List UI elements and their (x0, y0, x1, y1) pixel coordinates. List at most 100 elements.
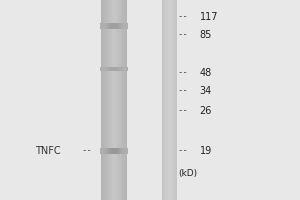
Text: --: -- (178, 86, 188, 96)
Bar (126, 67, 127, 71)
Bar (119, 67, 120, 71)
Bar (123, 148, 124, 154)
Bar (124, 148, 125, 154)
Bar (103, 0, 104, 200)
Bar (101, 0, 102, 200)
Bar (108, 67, 109, 71)
Bar (106, 67, 107, 71)
Bar (107, 0, 108, 200)
Bar (125, 0, 126, 200)
Text: 85: 85 (200, 30, 212, 40)
Bar (102, 23, 103, 29)
Bar (101, 148, 102, 154)
Bar (103, 23, 104, 29)
Bar (114, 148, 115, 154)
Bar (113, 148, 114, 154)
Bar (124, 0, 125, 200)
Bar (104, 0, 105, 200)
Bar (125, 148, 126, 154)
Bar (115, 0, 116, 200)
Bar (110, 148, 111, 154)
Bar (125, 23, 126, 29)
Bar (114, 67, 115, 71)
Bar (118, 67, 119, 71)
Bar (109, 67, 110, 71)
Bar (120, 67, 121, 71)
Bar (108, 148, 109, 154)
Bar (116, 23, 117, 29)
Text: --: -- (178, 146, 188, 156)
Bar (103, 67, 104, 71)
Bar (113, 0, 114, 200)
Bar (123, 23, 124, 29)
Bar (115, 67, 116, 71)
Bar (118, 0, 119, 200)
Text: 26: 26 (200, 106, 212, 116)
Bar (122, 0, 123, 200)
Bar (109, 23, 110, 29)
Bar (127, 148, 128, 154)
Text: --: -- (178, 68, 188, 77)
Text: 117: 117 (200, 12, 218, 22)
Bar (110, 23, 111, 29)
Bar (124, 67, 125, 71)
Bar (120, 148, 121, 154)
Bar (113, 23, 114, 29)
Text: 48: 48 (200, 68, 212, 78)
Bar (124, 23, 125, 29)
Bar (104, 67, 105, 71)
Bar (105, 67, 106, 71)
Bar (100, 148, 101, 154)
Bar (103, 148, 104, 154)
Bar (127, 23, 128, 29)
Bar (101, 23, 102, 29)
Bar (107, 148, 108, 154)
Bar (120, 0, 121, 200)
Bar (106, 0, 107, 200)
Bar (117, 148, 118, 154)
Bar (104, 148, 105, 154)
Text: --: -- (178, 107, 188, 116)
Bar (126, 148, 127, 154)
Bar (115, 148, 116, 154)
Bar (127, 67, 128, 71)
Text: --: -- (82, 146, 92, 156)
Bar (123, 0, 124, 200)
Bar (104, 23, 105, 29)
Bar (116, 148, 117, 154)
Bar (116, 0, 117, 200)
Bar (102, 0, 103, 200)
Bar (111, 67, 112, 71)
Bar (106, 23, 107, 29)
Bar (121, 67, 122, 71)
Text: 34: 34 (200, 86, 212, 96)
Bar (102, 67, 103, 71)
Bar (121, 0, 122, 200)
Text: (kD): (kD) (178, 169, 198, 178)
Bar (122, 67, 123, 71)
Bar (113, 67, 114, 71)
Bar (107, 23, 108, 29)
Bar (102, 148, 103, 154)
Bar (110, 0, 111, 200)
Bar (117, 23, 118, 29)
Bar (111, 0, 112, 200)
Bar (108, 0, 109, 200)
Text: --: -- (178, 12, 188, 21)
Bar (105, 148, 106, 154)
Bar (118, 148, 119, 154)
Bar (120, 23, 121, 29)
Bar (114, 23, 115, 29)
Bar (126, 23, 127, 29)
Bar (117, 0, 118, 200)
Text: --: -- (178, 30, 188, 40)
Bar (126, 0, 127, 200)
Bar (105, 0, 106, 200)
Bar (112, 0, 113, 200)
Bar (100, 67, 101, 71)
Text: TNFC: TNFC (35, 146, 61, 156)
Bar (111, 23, 112, 29)
Bar (118, 23, 119, 29)
Bar (112, 148, 113, 154)
Bar (110, 67, 111, 71)
